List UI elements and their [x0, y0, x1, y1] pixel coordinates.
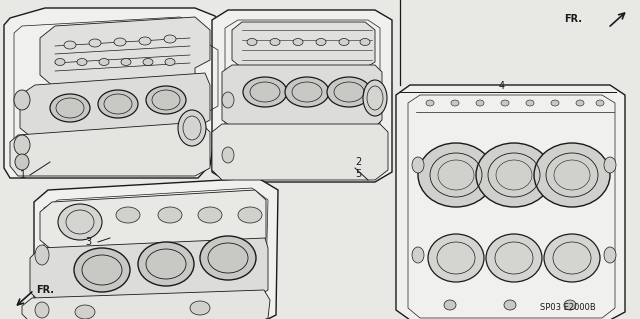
Ellipse shape — [486, 234, 542, 282]
Ellipse shape — [363, 80, 387, 116]
Ellipse shape — [412, 247, 424, 263]
Polygon shape — [34, 178, 278, 319]
Ellipse shape — [476, 143, 552, 207]
Ellipse shape — [198, 207, 222, 223]
Ellipse shape — [285, 77, 329, 107]
Ellipse shape — [604, 157, 616, 173]
Ellipse shape — [14, 90, 30, 110]
Ellipse shape — [270, 39, 280, 46]
Ellipse shape — [222, 147, 234, 163]
Ellipse shape — [476, 100, 484, 106]
Ellipse shape — [222, 92, 234, 108]
Polygon shape — [10, 122, 210, 176]
Ellipse shape — [35, 245, 49, 265]
Ellipse shape — [190, 301, 210, 315]
Ellipse shape — [35, 302, 49, 318]
Polygon shape — [40, 190, 266, 250]
Ellipse shape — [526, 100, 534, 106]
Polygon shape — [20, 73, 210, 140]
Text: 2: 2 — [355, 157, 361, 167]
Ellipse shape — [146, 86, 186, 114]
Ellipse shape — [50, 94, 90, 122]
Ellipse shape — [551, 100, 559, 106]
Ellipse shape — [604, 247, 616, 263]
Ellipse shape — [293, 39, 303, 46]
Ellipse shape — [428, 234, 484, 282]
Ellipse shape — [158, 207, 182, 223]
Ellipse shape — [139, 37, 151, 45]
Ellipse shape — [418, 143, 494, 207]
Text: 5: 5 — [355, 169, 361, 179]
Ellipse shape — [544, 234, 600, 282]
Ellipse shape — [243, 77, 287, 107]
Ellipse shape — [98, 90, 138, 118]
Ellipse shape — [116, 207, 140, 223]
Text: 1: 1 — [20, 170, 26, 180]
Ellipse shape — [75, 305, 95, 319]
Polygon shape — [40, 17, 210, 88]
Text: FR.: FR. — [36, 285, 54, 295]
Ellipse shape — [327, 77, 371, 107]
Text: 4: 4 — [499, 81, 505, 91]
Ellipse shape — [316, 39, 326, 46]
Ellipse shape — [200, 236, 256, 280]
Polygon shape — [30, 238, 268, 302]
Ellipse shape — [121, 58, 131, 65]
Polygon shape — [212, 124, 388, 180]
Ellipse shape — [178, 110, 206, 146]
Polygon shape — [22, 290, 270, 319]
Ellipse shape — [576, 100, 584, 106]
Ellipse shape — [64, 41, 76, 49]
Text: SP03 E2000B: SP03 E2000B — [540, 303, 596, 312]
Text: 3: 3 — [85, 237, 91, 247]
Ellipse shape — [55, 58, 65, 65]
Ellipse shape — [451, 100, 459, 106]
Polygon shape — [222, 65, 382, 127]
Ellipse shape — [596, 100, 604, 106]
Ellipse shape — [138, 242, 194, 286]
Polygon shape — [4, 8, 232, 178]
Ellipse shape — [564, 300, 576, 310]
Ellipse shape — [114, 38, 126, 46]
Polygon shape — [212, 10, 392, 182]
Ellipse shape — [99, 58, 109, 65]
Ellipse shape — [15, 154, 29, 170]
Ellipse shape — [58, 204, 102, 240]
Ellipse shape — [501, 100, 509, 106]
Ellipse shape — [165, 58, 175, 65]
Ellipse shape — [247, 39, 257, 46]
Ellipse shape — [143, 58, 153, 65]
Ellipse shape — [74, 248, 130, 292]
Ellipse shape — [164, 35, 176, 43]
Ellipse shape — [89, 39, 101, 47]
Ellipse shape — [14, 135, 30, 155]
Ellipse shape — [504, 300, 516, 310]
Text: FR.: FR. — [564, 14, 582, 24]
Ellipse shape — [238, 207, 262, 223]
Ellipse shape — [77, 58, 87, 65]
Ellipse shape — [444, 300, 456, 310]
Ellipse shape — [426, 100, 434, 106]
Polygon shape — [232, 22, 375, 68]
Ellipse shape — [412, 157, 424, 173]
Ellipse shape — [339, 39, 349, 46]
Polygon shape — [396, 85, 625, 319]
Ellipse shape — [360, 39, 370, 46]
Ellipse shape — [534, 143, 610, 207]
